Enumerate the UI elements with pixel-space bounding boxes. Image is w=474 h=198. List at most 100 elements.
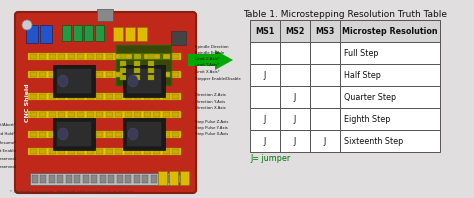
- Bar: [148, 61, 154, 66]
- Bar: [137, 27, 147, 41]
- Bar: [28, 71, 181, 78]
- Bar: [144, 112, 151, 117]
- Text: Half Step: Half Step: [344, 70, 381, 80]
- Bar: [120, 75, 126, 80]
- Bar: [30, 54, 37, 59]
- Bar: [39, 94, 46, 99]
- Circle shape: [22, 20, 32, 30]
- Text: MS3: MS3: [315, 27, 335, 35]
- Bar: [97, 112, 103, 117]
- Bar: [30, 72, 37, 77]
- Text: Microstep Resolution: Microstep Resolution: [342, 27, 438, 35]
- Bar: [28, 93, 181, 100]
- Bar: [123, 118, 165, 150]
- Text: J: J: [264, 70, 266, 80]
- Text: Step Pulse Z-Axis: Step Pulse Z-Axis: [195, 120, 228, 124]
- Bar: [125, 27, 135, 41]
- Bar: [30, 173, 175, 185]
- Text: MS2: MS2: [285, 27, 305, 35]
- Bar: [100, 175, 106, 183]
- Bar: [68, 112, 75, 117]
- Bar: [143, 175, 148, 183]
- Bar: [40, 25, 52, 43]
- Bar: [310, 108, 340, 130]
- Bar: [39, 112, 46, 117]
- Bar: [87, 112, 94, 117]
- Text: Stepper Enable/Disable: Stepper Enable/Disable: [195, 77, 241, 81]
- Bar: [106, 94, 113, 99]
- Bar: [53, 65, 95, 97]
- Bar: [173, 149, 180, 154]
- Bar: [340, 86, 440, 108]
- Bar: [144, 132, 151, 137]
- Bar: [173, 72, 180, 77]
- Bar: [280, 42, 310, 64]
- Bar: [68, 54, 75, 59]
- Text: (not used/reserved): (not used/reserved): [0, 165, 16, 169]
- Bar: [280, 64, 310, 86]
- Bar: [83, 175, 89, 183]
- Text: Spindle Direction: Spindle Direction: [195, 45, 228, 49]
- Bar: [340, 130, 440, 152]
- Bar: [340, 20, 440, 42]
- Bar: [176, 175, 182, 183]
- Text: MS1: MS1: [255, 27, 275, 35]
- Bar: [154, 54, 161, 59]
- Bar: [84, 25, 93, 41]
- Bar: [134, 175, 140, 183]
- Bar: [57, 69, 91, 93]
- Text: * - Indicates input pins. Held high with internal pull-up resistors.: * - Indicates input pins. Held high with…: [10, 190, 136, 194]
- Bar: [58, 149, 65, 154]
- Bar: [53, 118, 95, 150]
- Bar: [163, 54, 170, 59]
- Bar: [250, 42, 280, 64]
- Text: Feed Hold*: Feed Hold*: [0, 132, 16, 136]
- Bar: [135, 54, 142, 59]
- Bar: [78, 132, 84, 137]
- Bar: [134, 61, 140, 66]
- Bar: [39, 132, 46, 137]
- Ellipse shape: [58, 75, 68, 87]
- Text: CNC Shield: CNC Shield: [26, 84, 30, 122]
- Bar: [168, 175, 174, 183]
- Bar: [169, 171, 178, 185]
- Bar: [58, 72, 65, 77]
- Text: J: J: [264, 136, 266, 146]
- Bar: [310, 86, 340, 108]
- Bar: [49, 112, 56, 117]
- Bar: [30, 112, 37, 117]
- Bar: [68, 94, 75, 99]
- Bar: [163, 94, 170, 99]
- Text: Quarter Step: Quarter Step: [344, 92, 396, 102]
- Bar: [310, 42, 340, 64]
- Bar: [144, 149, 151, 154]
- Bar: [280, 108, 310, 130]
- Bar: [39, 72, 46, 77]
- Bar: [134, 68, 140, 73]
- Text: Direction X-Axis: Direction X-Axis: [195, 106, 226, 110]
- Bar: [32, 175, 38, 183]
- Bar: [126, 175, 131, 183]
- Bar: [173, 132, 180, 137]
- Bar: [158, 171, 167, 185]
- Bar: [135, 132, 142, 137]
- Bar: [58, 132, 65, 137]
- Text: Step Pulse X-Axis: Step Pulse X-Axis: [195, 132, 228, 136]
- Bar: [40, 175, 46, 183]
- Bar: [116, 54, 122, 59]
- Bar: [173, 54, 180, 59]
- Bar: [28, 53, 181, 60]
- Bar: [340, 64, 440, 86]
- Bar: [340, 42, 440, 64]
- Bar: [120, 61, 126, 66]
- Bar: [109, 175, 115, 183]
- Ellipse shape: [58, 128, 68, 140]
- Bar: [310, 20, 340, 42]
- Bar: [180, 171, 189, 185]
- Bar: [151, 175, 157, 183]
- Bar: [173, 94, 180, 99]
- Bar: [97, 149, 103, 154]
- Bar: [148, 68, 154, 73]
- Bar: [97, 54, 103, 59]
- Bar: [49, 94, 56, 99]
